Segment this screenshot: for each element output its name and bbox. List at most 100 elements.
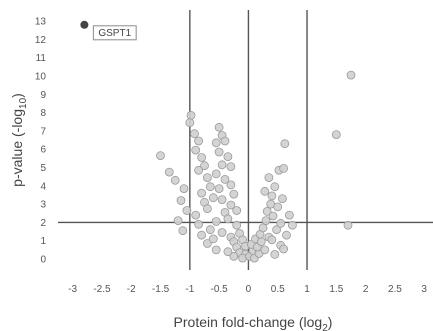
data-point[interactable]: [282, 230, 291, 240]
data-point[interactable]: [186, 111, 196, 120]
data-point[interactable]: [214, 147, 224, 157]
data-point[interactable]: [261, 216, 271, 226]
data-point[interactable]: [279, 163, 289, 173]
data-point[interactable]: [264, 173, 274, 183]
data-point[interactable]: [346, 70, 356, 80]
data-point[interactable]: [277, 194, 287, 204]
data-point[interactable]: [197, 230, 207, 240]
x-axis-title-main: Protein fold-change (log: [174, 314, 323, 330]
data-point[interactable]: [170, 175, 180, 185]
data-point[interactable]: [217, 228, 227, 237]
y-tick-label: 4: [40, 181, 46, 192]
data-point[interactable]: [270, 249, 280, 259]
data-point[interactable]: [202, 239, 212, 248]
data-point[interactable]: [205, 182, 215, 192]
data-point[interactable]: [223, 247, 233, 257]
data-point[interactable]: [229, 251, 239, 261]
data-points: [156, 70, 356, 263]
y-tick-label: 10: [35, 72, 47, 83]
data-point[interactable]: [260, 186, 270, 196]
data-point[interactable]: [217, 195, 227, 205]
data-point[interactable]: [176, 196, 186, 205]
data-point[interactable]: [197, 153, 207, 162]
x-tick-label: -0.5: [211, 284, 229, 295]
x-tick-label: 1.5: [329, 284, 343, 295]
data-point[interactable]: [220, 136, 230, 146]
data-point[interactable]: [226, 180, 236, 190]
data-point[interactable]: [194, 136, 204, 146]
data-point[interactable]: [267, 191, 277, 201]
data-point[interactable]: [173, 216, 183, 226]
data-point[interactable]: [226, 200, 236, 210]
x-tick-label: -2: [127, 284, 136, 295]
data-point[interactable]: [164, 167, 174, 177]
data-point[interactable]: [191, 210, 201, 220]
data-point[interactable]: [211, 217, 221, 226]
data-point[interactable]: [214, 184, 224, 194]
y-tick-label: 11: [36, 53, 47, 64]
data-point[interactable]: [178, 226, 188, 236]
data-point[interactable]: [268, 211, 278, 221]
data-point[interactable]: [279, 244, 289, 254]
data-point[interactable]: [156, 151, 165, 161]
data-point[interactable]: [256, 237, 266, 247]
data-point[interactable]: [179, 184, 189, 194]
data-point[interactable]: [280, 139, 290, 149]
data-point[interactable]: [205, 225, 215, 235]
y-tick-label: 5: [40, 163, 46, 174]
data-point[interactable]: [267, 235, 277, 245]
x-tick-label: -2.5: [93, 284, 111, 295]
highlight-group: GSPT1: [80, 20, 137, 41]
data-point[interactable]: [190, 129, 199, 139]
data-point[interactable]: [197, 188, 207, 198]
data-point[interactable]: [208, 193, 218, 203]
y-tick-label: 13: [35, 17, 47, 28]
data-point[interactable]: [232, 206, 242, 215]
data-point[interactable]: [185, 118, 195, 128]
y-tick-label: 2: [40, 218, 46, 229]
data-point[interactable]: [211, 245, 221, 255]
data-point[interactable]: [202, 173, 212, 183]
data-point[interactable]: [258, 223, 268, 233]
x-tick-label: 0.5: [271, 284, 285, 295]
data-point[interactable]: [208, 234, 218, 244]
highlight-label-gspt1: GSPT1: [98, 28, 131, 39]
data-point[interactable]: [202, 204, 212, 214]
data-point[interactable]: [194, 165, 204, 175]
data-point[interactable]: [273, 202, 283, 212]
data-point[interactable]: [270, 182, 280, 192]
data-point[interactable]: [343, 220, 353, 230]
x-tick-label: -1: [185, 284, 194, 295]
data-point[interactable]: [211, 138, 221, 148]
data-point[interactable]: [272, 225, 282, 235]
x-axis-title-subscript: 2: [322, 323, 328, 331]
x-tick-label: -1.5: [152, 284, 170, 295]
data-point[interactable]: [191, 145, 201, 155]
data-point[interactable]: [331, 130, 341, 140]
data-point[interactable]: [276, 218, 286, 228]
data-point[interactable]: [284, 210, 294, 220]
data-point[interactable]: [262, 206, 272, 216]
data-point[interactable]: [211, 169, 221, 179]
y-tick-label: 3: [40, 200, 46, 211]
data-point[interactable]: [217, 160, 227, 170]
data-point[interactable]: [200, 161, 209, 171]
y-axis-title-close: ): [9, 93, 25, 98]
data-point[interactable]: [229, 189, 239, 199]
data-point[interactable]: [232, 220, 242, 230]
data-point[interactable]: [194, 219, 204, 229]
data-point[interactable]: [220, 174, 230, 184]
data-point[interactable]: [223, 214, 233, 224]
x-tick-label: -3: [68, 284, 77, 295]
data-point[interactable]: [214, 122, 224, 132]
y-axis-title-subscript: 10: [18, 97, 29, 109]
data-point[interactable]: [260, 245, 270, 255]
y-tick-label: 6: [40, 145, 46, 156]
highlight-point-gspt1[interactable]: [80, 20, 89, 29]
x-tick-labels: -3 -2.5 -2 -1.5 -1 -0.5 0 0.5 1 1.5 2 2.5 3: [68, 284, 427, 295]
data-point[interactable]: [182, 206, 192, 215]
data-point[interactable]: [287, 220, 297, 230]
data-point[interactable]: [223, 152, 233, 162]
data-point[interactable]: [226, 162, 236, 172]
